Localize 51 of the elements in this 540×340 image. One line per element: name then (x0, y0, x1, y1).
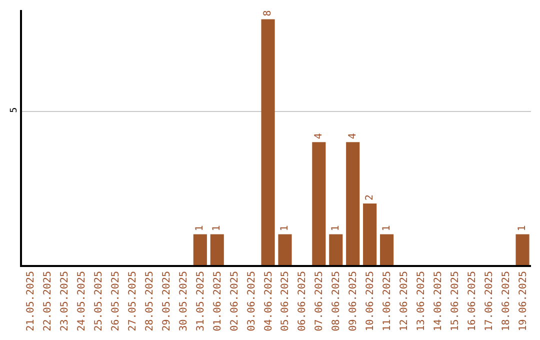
bar (346, 142, 360, 265)
data-label: 1 (517, 225, 528, 232)
x-tick-label: 10.06.2025 (365, 271, 376, 332)
y-tick-label: 5 (9, 107, 20, 113)
data-label: 1 (194, 225, 206, 232)
x-tick-label: 26.05.2025 (110, 271, 122, 332)
x-tick-label: 01.06.2025 (212, 271, 224, 332)
x-tick-label: 02.06.2025 (229, 271, 240, 332)
x-tick-label: 25.05.2025 (94, 271, 105, 332)
x-tick-label: 24.05.2025 (76, 271, 88, 332)
x-tick-label: 09.06.2025 (348, 271, 360, 332)
bar (516, 234, 530, 265)
bar (210, 234, 224, 265)
bar (193, 234, 207, 265)
x-tick-label: 19.06.2025 (518, 271, 529, 332)
x-tick-label: 16.06.2025 (466, 271, 478, 332)
data-label: 1 (330, 225, 342, 232)
x-tick-label: 08.06.2025 (331, 271, 342, 332)
data-label: 1 (279, 225, 290, 232)
data-label: 4 (313, 133, 324, 140)
x-tick-label: 22.05.2025 (42, 271, 54, 332)
x-tick-label: 21.05.2025 (26, 271, 37, 332)
x-tick-label: 15.06.2025 (450, 271, 461, 332)
data-label: 2 (364, 194, 376, 201)
bar (312, 142, 326, 265)
x-tick-label: 06.06.2025 (297, 271, 308, 332)
bar (380, 234, 394, 265)
x-tick-label: 05.06.2025 (280, 271, 292, 332)
data-label: 8 (262, 10, 274, 16)
x-tick-label: 04.06.2025 (263, 271, 274, 332)
x-tick-label: 30.05.2025 (178, 271, 190, 332)
x-tick-label: 07.06.2025 (314, 271, 326, 332)
bar (261, 19, 275, 265)
x-tick-label: 12.06.2025 (399, 271, 410, 332)
x-tick-label: 29.05.2025 (161, 271, 172, 332)
x-tick-label: 03.06.2025 (246, 271, 258, 332)
data-label: 1 (212, 225, 223, 232)
bar (329, 234, 343, 265)
x-tick-label: 27.05.2025 (128, 271, 139, 332)
data-label: 4 (347, 133, 358, 140)
bar (278, 234, 292, 265)
x-tick-label: 23.05.2025 (60, 271, 71, 332)
x-tick-label: 11.06.2025 (382, 271, 394, 332)
bar (363, 204, 377, 265)
x-tick-label: 13.06.2025 (416, 271, 427, 332)
data-label: 1 (381, 225, 392, 232)
x-tick-label: 18.06.2025 (500, 271, 512, 332)
x-tick-label: 31.05.2025 (195, 271, 206, 332)
x-tick-label: 14.06.2025 (432, 271, 444, 332)
x-tick-label: 17.06.2025 (484, 271, 495, 332)
x-tick-label: 28.05.2025 (144, 271, 156, 332)
